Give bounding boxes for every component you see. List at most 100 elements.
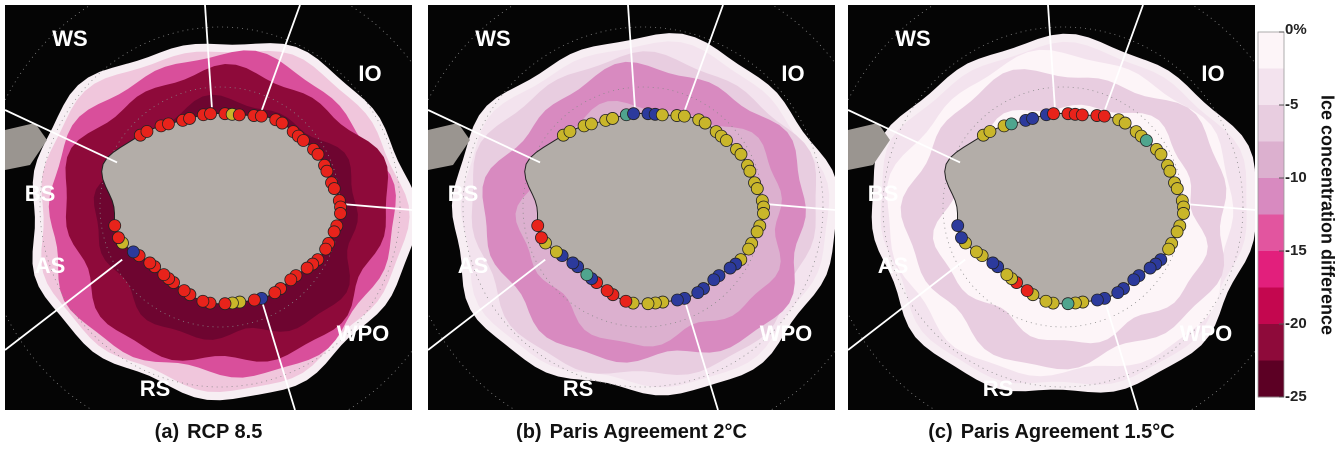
colorbar-tick-label: 0% xyxy=(1285,21,1307,38)
panel-caption: (a) RCP 8.5 xyxy=(155,421,263,443)
colorbar-band xyxy=(1258,251,1284,288)
station-dot xyxy=(183,112,196,125)
south-america xyxy=(848,123,890,170)
station-dot xyxy=(1097,109,1111,123)
colorbar-band xyxy=(1258,178,1284,215)
station-dot xyxy=(140,125,154,138)
map-panel xyxy=(5,5,412,410)
south-america xyxy=(428,123,470,170)
station-dot xyxy=(1162,242,1176,256)
station-dot xyxy=(723,261,737,275)
region-label: RS xyxy=(983,376,1014,401)
region-label: BS xyxy=(25,181,56,206)
station-dot xyxy=(619,294,633,308)
station-dot xyxy=(268,286,282,300)
station-dot xyxy=(1140,134,1153,147)
south-america xyxy=(5,123,47,170)
station-dot xyxy=(218,297,232,311)
region-label: AS xyxy=(878,253,909,278)
station-dot xyxy=(143,256,157,270)
sector-line xyxy=(683,299,719,410)
sector-line xyxy=(1177,202,1255,211)
colorbar-frame xyxy=(1257,31,1285,398)
station-dot xyxy=(1039,294,1053,308)
station-dot xyxy=(284,273,298,287)
station-dot xyxy=(585,117,598,131)
station-dot xyxy=(969,245,983,259)
sector-line xyxy=(5,258,123,351)
colorbar-band xyxy=(1258,68,1284,106)
colorbar-label: Ice concentration difference xyxy=(1317,95,1337,335)
station-dot xyxy=(162,117,175,131)
station-dot xyxy=(677,109,691,123)
station-dot xyxy=(531,219,545,233)
station-dot xyxy=(1154,147,1168,161)
station-dot xyxy=(743,164,757,178)
colorbar-band xyxy=(1258,105,1284,142)
sector-line xyxy=(5,109,118,164)
station-dot xyxy=(1075,108,1089,122)
station-dot xyxy=(655,108,669,122)
colorbar-band xyxy=(1258,32,1284,69)
station-dot xyxy=(334,207,347,220)
sector-line xyxy=(757,202,835,211)
panel-caption: (b) Paris Agreement 2°C xyxy=(516,421,747,443)
station-dot xyxy=(247,293,261,307)
station-dot xyxy=(320,164,334,178)
latitude-circle xyxy=(39,26,401,388)
station-dot xyxy=(1177,207,1190,220)
region-label: BS xyxy=(448,181,479,206)
station-dot xyxy=(254,109,268,123)
region-label: AS xyxy=(35,253,66,278)
station-dot xyxy=(983,125,997,138)
station-dot xyxy=(1127,273,1141,287)
sector-line xyxy=(1102,5,1144,114)
sector-line xyxy=(428,109,541,164)
station-dot xyxy=(1061,297,1075,311)
station-dot xyxy=(627,107,640,121)
station-dot xyxy=(1170,182,1184,195)
region-label: WS xyxy=(475,26,510,51)
region-label: RS xyxy=(140,376,171,401)
station-dot xyxy=(641,297,655,311)
station-dot xyxy=(1090,293,1104,307)
region-label: BS xyxy=(868,181,899,206)
station-dot xyxy=(327,225,341,239)
sector-line xyxy=(848,109,961,164)
station-dot xyxy=(566,256,580,270)
station-dot xyxy=(126,245,140,259)
sector-line xyxy=(334,202,412,211)
region-label: WS xyxy=(52,26,87,51)
sector-line xyxy=(682,5,724,114)
colorbar-band xyxy=(1258,287,1284,325)
region-label: IO xyxy=(358,61,381,86)
colorbar-band xyxy=(1258,324,1284,361)
station-dot xyxy=(707,273,721,287)
station-dot xyxy=(742,242,756,256)
station-dot xyxy=(670,293,684,307)
station-dot xyxy=(297,134,310,147)
station-dot xyxy=(157,268,171,282)
sector-line xyxy=(1047,5,1056,108)
region-label: IO xyxy=(781,61,804,86)
map-panel xyxy=(428,5,835,410)
station-dot xyxy=(606,112,619,125)
station-dot xyxy=(232,108,246,122)
region-label: WPO xyxy=(760,321,813,346)
panel-title: Paris Agreement 2°C xyxy=(550,421,747,443)
panel-label: (a) xyxy=(155,421,179,443)
colorbar-tick-label: -5 xyxy=(1285,96,1298,113)
station-dot xyxy=(986,256,1000,270)
station-dot xyxy=(1026,112,1039,125)
panel-label: (b) xyxy=(516,421,542,443)
station-dot xyxy=(955,231,968,245)
sector-line xyxy=(260,299,296,410)
colorbar-tick-label: -10 xyxy=(1285,169,1307,186)
station-dot xyxy=(1143,261,1157,275)
station-dot xyxy=(319,242,333,256)
latitude-circle xyxy=(462,26,824,388)
sector-line xyxy=(428,258,546,351)
station-dot xyxy=(750,182,764,195)
panel-title: Paris Agreement 1.5°C xyxy=(961,421,1175,443)
